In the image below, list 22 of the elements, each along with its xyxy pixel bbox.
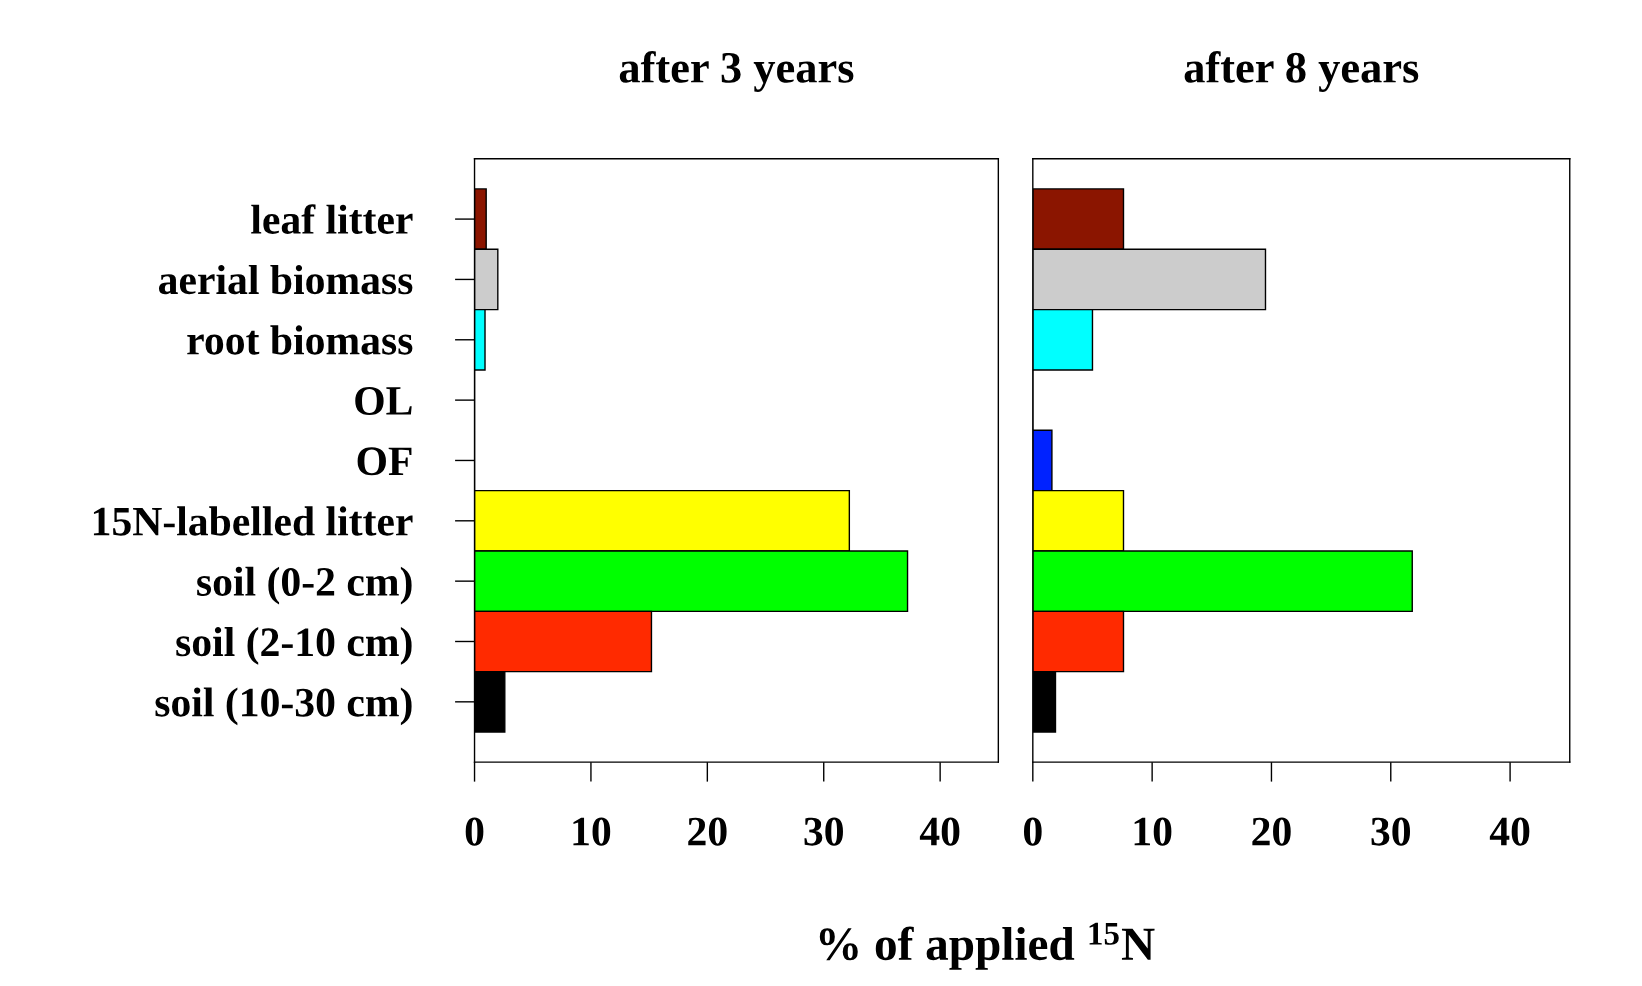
y-tick-label: root biomass xyxy=(187,325,413,355)
y-tick-label: OL xyxy=(355,386,412,415)
x-axis-title: % of applied $^{15}$N xyxy=(819,922,1155,970)
y-tick-label: 15N-labelled litter xyxy=(93,506,413,536)
x-tick-label: 30 xyxy=(1371,817,1411,846)
x-tick-label: 10 xyxy=(573,817,611,846)
y-tick-label: soil (10-30 cm) xyxy=(155,687,412,726)
y-tick-label: soil (2-10 cm) xyxy=(176,627,412,665)
x-tick-label: 20 xyxy=(688,817,727,846)
x-tick-label: 20 xyxy=(1252,817,1291,846)
x-tick-label: 30 xyxy=(804,817,843,846)
y-tick-label: aerial biomass xyxy=(158,264,413,295)
x-tick-label: 40 xyxy=(1489,817,1530,846)
chart-title: after 3 years xyxy=(619,51,854,92)
y-tick-label: leaf litter xyxy=(251,204,413,234)
x-tick-label: 40 xyxy=(919,817,960,846)
y-tick-label: OF xyxy=(357,447,412,476)
x-tick-label: 10 xyxy=(1134,817,1172,846)
y-tick-label: soil (0-2 cm) xyxy=(197,566,412,605)
chart-title: after 8 years xyxy=(1184,51,1419,92)
x-tick-label: 0 xyxy=(1023,817,1042,846)
x-tick-label: 0 xyxy=(465,817,484,846)
